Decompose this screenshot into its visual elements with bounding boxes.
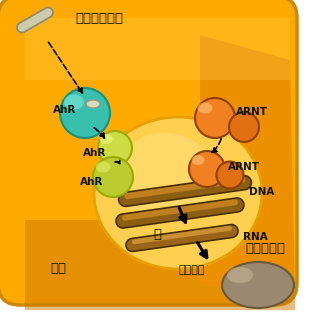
- Ellipse shape: [93, 157, 133, 197]
- Polygon shape: [200, 35, 295, 295]
- Ellipse shape: [222, 262, 294, 308]
- Ellipse shape: [95, 162, 111, 172]
- Polygon shape: [116, 198, 244, 228]
- Text: 核: 核: [153, 229, 161, 241]
- Polygon shape: [118, 176, 251, 206]
- Ellipse shape: [98, 131, 132, 165]
- Ellipse shape: [86, 100, 100, 108]
- Polygon shape: [122, 199, 238, 221]
- Text: 蛋白質合成: 蛋白質合成: [245, 242, 285, 255]
- Ellipse shape: [94, 117, 262, 269]
- Polygon shape: [17, 8, 53, 32]
- Ellipse shape: [64, 94, 84, 109]
- Ellipse shape: [198, 102, 213, 114]
- Polygon shape: [25, 220, 295, 310]
- FancyBboxPatch shape: [0, 0, 297, 305]
- Text: ダイオキシン: ダイオキシン: [75, 12, 123, 25]
- Text: AhR: AhR: [53, 105, 77, 115]
- Ellipse shape: [189, 151, 225, 187]
- Polygon shape: [126, 225, 238, 252]
- Text: 細胞: 細胞: [50, 261, 66, 274]
- Text: AhR: AhR: [83, 148, 107, 158]
- Text: DNA: DNA: [249, 187, 274, 197]
- Text: AhR: AhR: [80, 177, 104, 187]
- Ellipse shape: [115, 133, 215, 223]
- Polygon shape: [132, 226, 232, 244]
- Polygon shape: [124, 177, 245, 199]
- Text: ARNT: ARNT: [236, 107, 268, 117]
- Ellipse shape: [100, 134, 112, 144]
- Ellipse shape: [60, 88, 110, 138]
- Text: （転写）: （転写）: [179, 265, 205, 275]
- Ellipse shape: [192, 155, 204, 165]
- Polygon shape: [25, 18, 290, 80]
- Ellipse shape: [229, 112, 259, 142]
- Ellipse shape: [216, 162, 243, 189]
- Ellipse shape: [195, 98, 235, 138]
- Text: RNA: RNA: [243, 232, 268, 242]
- Ellipse shape: [227, 267, 253, 283]
- Text: ARNT: ARNT: [228, 162, 260, 172]
